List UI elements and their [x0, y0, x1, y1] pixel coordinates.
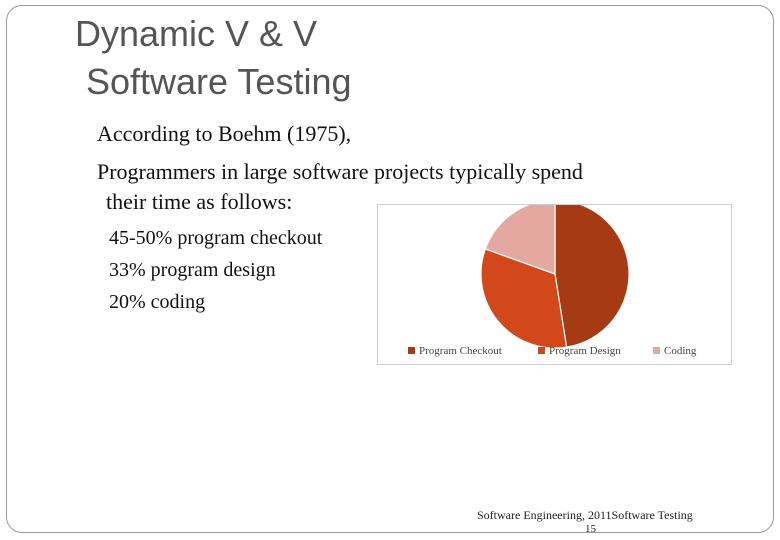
sub-bullet-3-text: 20% coding — [109, 291, 206, 313]
legend-swatch-program-checkout — [408, 347, 415, 354]
legend-label-coding: Coding — [664, 345, 697, 357]
slide-footer: Software Engineering, 2011Software Testi… — [477, 508, 693, 522]
slide-page-number: 15 — [585, 523, 596, 535]
legend-label-program-checkout: Program Checkout — [419, 345, 502, 357]
bullet-2-text-cont: their time as follows: — [106, 189, 293, 214]
bullet-2-text: Programmers in large software projects t… — [97, 159, 583, 184]
slide-title-line2: Software Testing — [86, 61, 352, 102]
sub-bullet-1-text: 45-50% program checkout — [109, 227, 323, 249]
sub-bullet-3: 20% coding — [108, 289, 205, 318]
legend-label-program-design: Program Design — [549, 345, 621, 357]
sub-bullet-1: 45-50% program checkout — [108, 225, 322, 254]
pie-chart-svg: Program Checkout Program Design Coding — [408, 199, 697, 357]
bullet-1-text: According to Boehm (1975), — [97, 121, 352, 146]
sub-bullet-2: 33% program design — [108, 257, 276, 286]
pie-slice-program-design — [480, 248, 568, 349]
bullet-2: Programmers in large software projects t… — [96, 159, 583, 189]
sub-bullet-2-text: 33% program design — [109, 259, 276, 281]
pie-slice-program-checkout — [554, 199, 630, 348]
slide-title-line1: Dynamic V & V — [75, 13, 318, 54]
slide-frame — [6, 5, 774, 533]
legend-swatch-coding — [653, 347, 660, 354]
bullet-1: According to Boehm (1975), — [96, 121, 351, 151]
legend-swatch-program-design — [538, 347, 545, 354]
pie-chart: Program Checkout Program Design Coding — [377, 199, 732, 365]
bullet-2-continued: their time as follows: — [106, 189, 292, 215]
